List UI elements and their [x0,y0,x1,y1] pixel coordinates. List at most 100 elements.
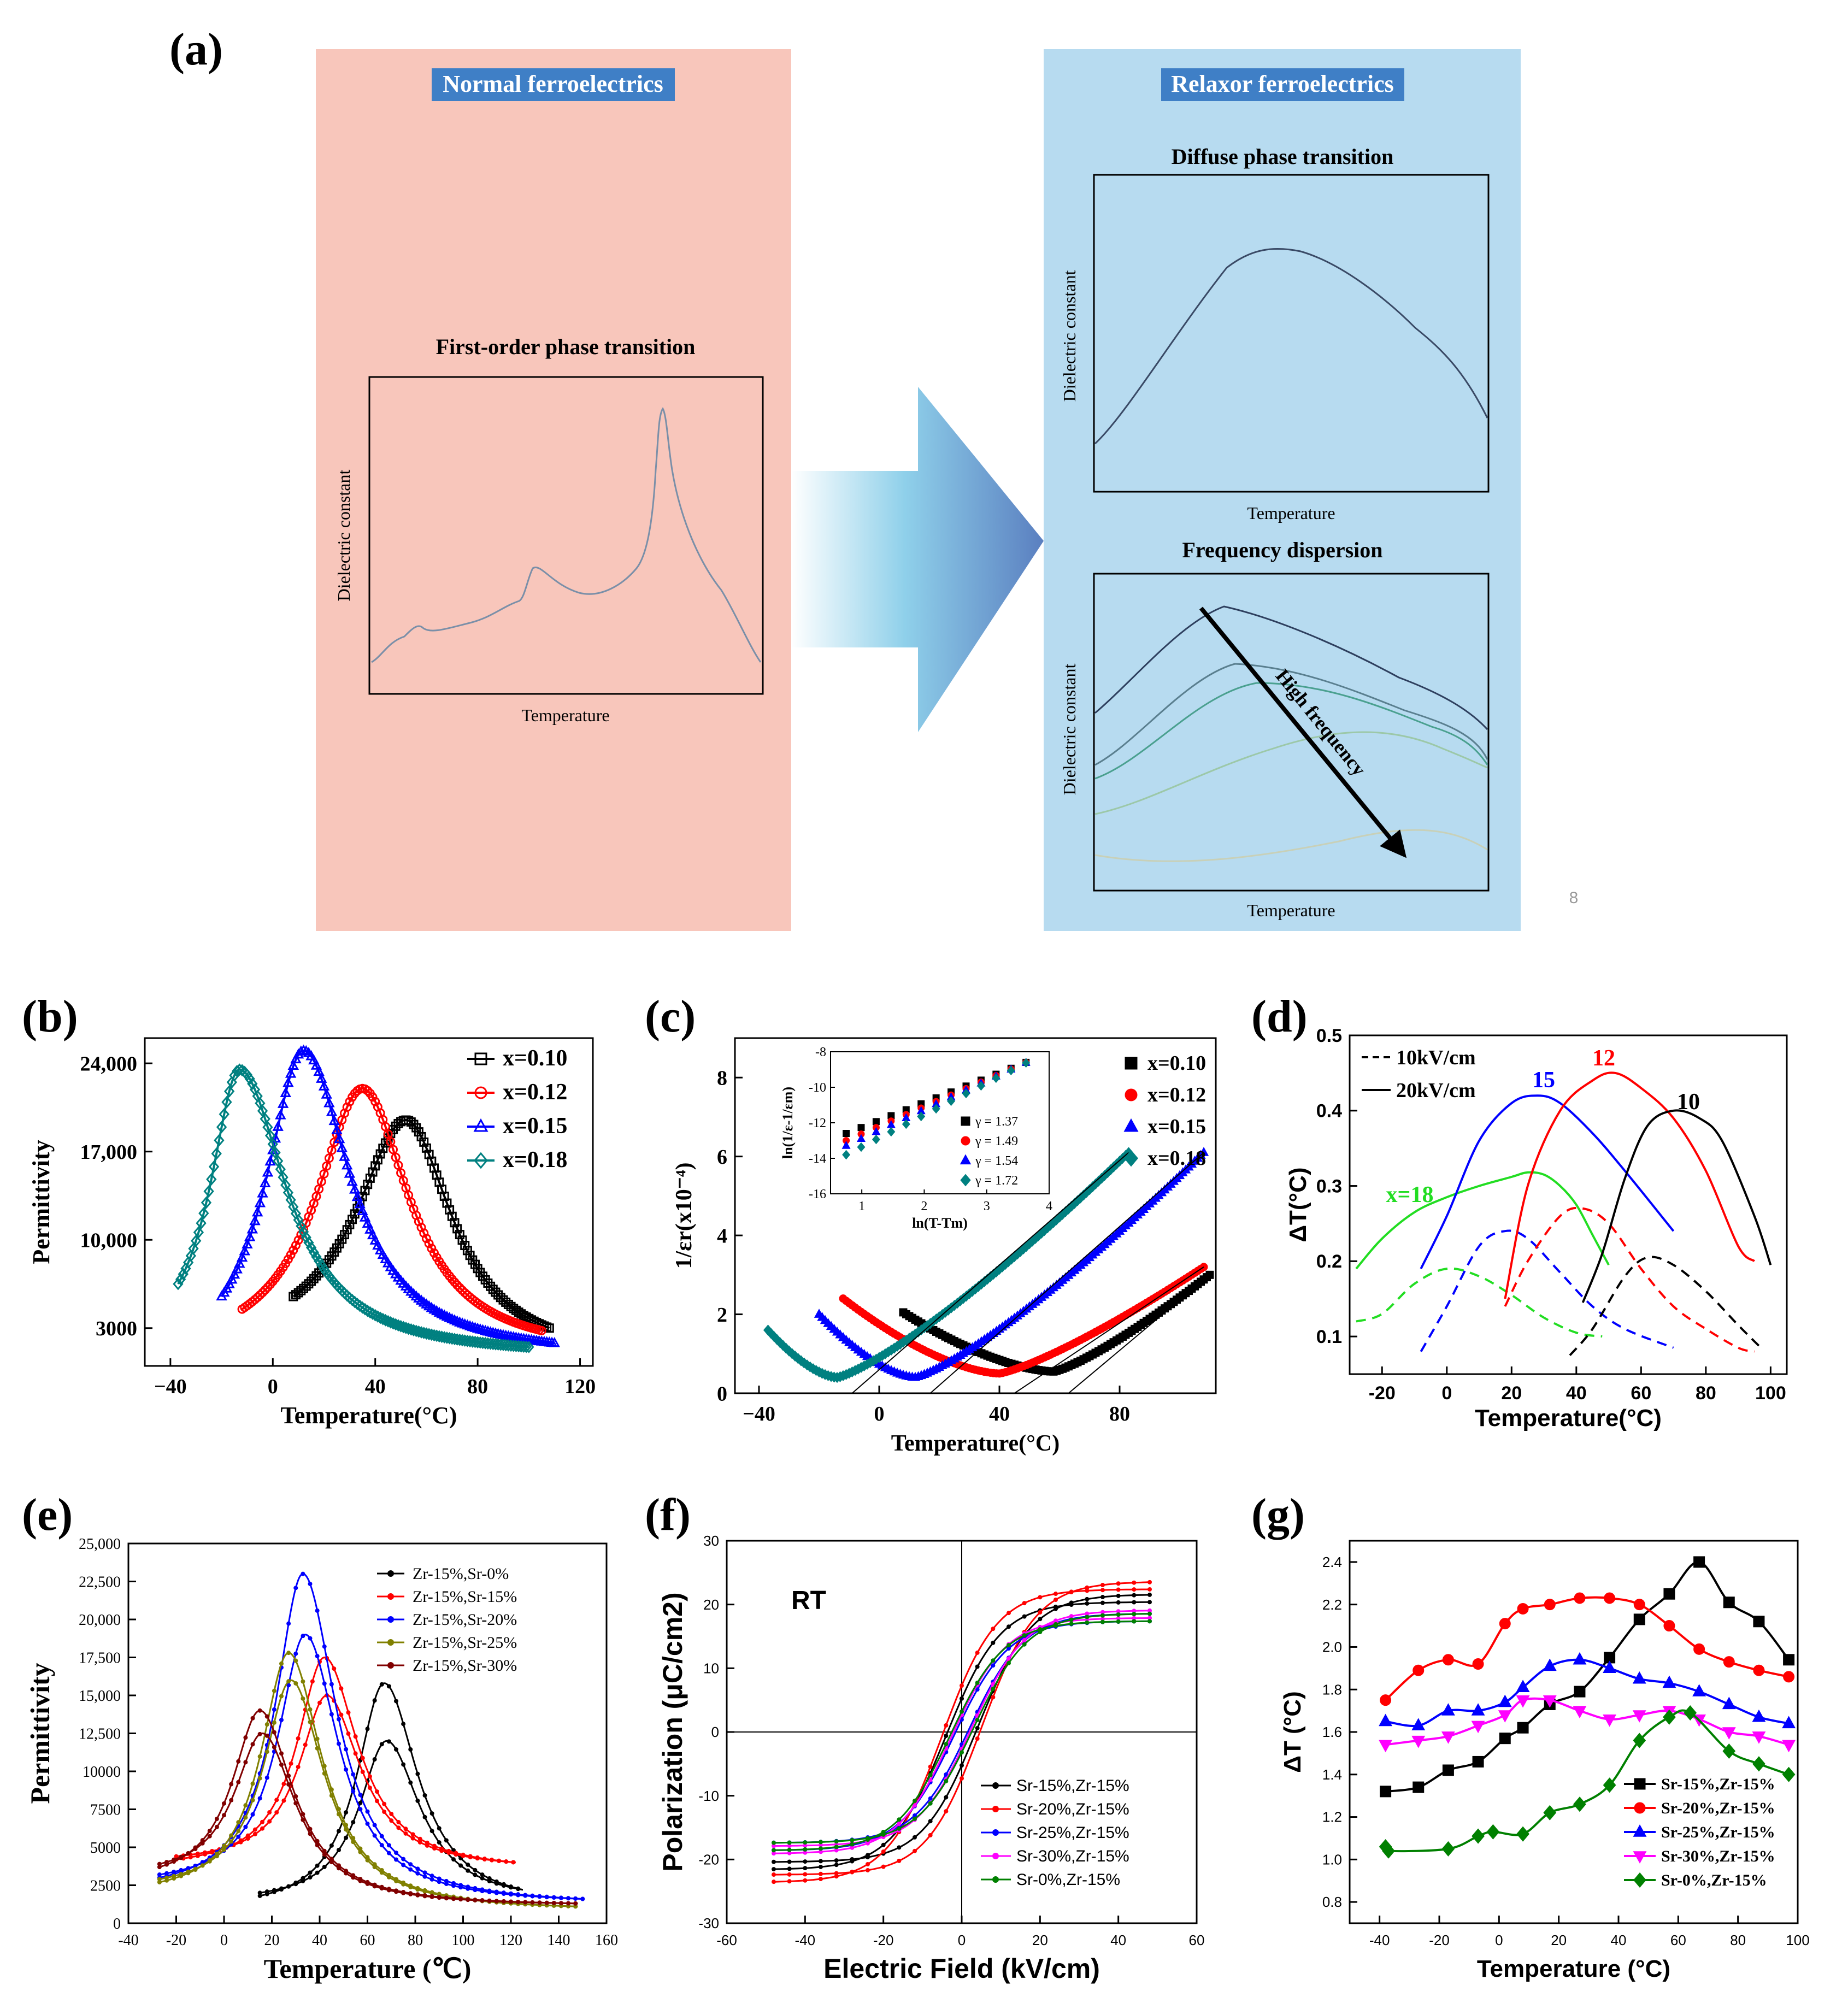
data-point [558,1895,563,1900]
data-point [1411,1735,1426,1748]
data-point [222,1847,226,1852]
legend-label: x=0.10 [503,1046,567,1071]
legend-label: Zr-15%,Sr-20% [413,1611,517,1629]
inset-y-tick-label: -12 [809,1116,826,1130]
data-point [250,1798,255,1802]
data-point [466,1898,470,1902]
data-point [501,1892,506,1896]
data-point [353,1751,358,1756]
data-point [408,1747,413,1752]
data-point [975,1680,980,1685]
data-point [346,1731,351,1736]
data-point [322,1771,327,1776]
series-annotation: 15 [1532,1068,1555,1093]
data-point [324,1153,334,1163]
data-point [416,1132,426,1141]
data-point [239,1245,250,1256]
data-point [193,1863,198,1868]
y-axis-label: ΔT(°C) [1285,1167,1311,1242]
x-tick-label: 100 [1786,1932,1809,1948]
data-point [316,1073,327,1083]
legend-marker [992,1782,999,1789]
series-line-12 10kV/cm [1504,1206,1755,1353]
series-line-10 10kV/cm [1569,1256,1762,1356]
data-point [913,1813,917,1818]
data-point [1723,1596,1735,1609]
data-point [344,1810,349,1815]
data-point [396,1820,401,1825]
data-point [286,1884,291,1889]
data-point [850,1845,855,1850]
data-point [1132,1609,1137,1613]
data-point [315,1736,320,1741]
data-point [1603,1777,1616,1793]
data-point [445,1205,455,1215]
data-point [834,1863,839,1867]
data-point [1604,1592,1616,1604]
data-point [293,1794,298,1799]
data-point [193,1866,198,1871]
data-point [260,1285,270,1295]
data-point [274,1810,279,1815]
legend-marker [387,1662,394,1669]
data-point [454,1852,458,1857]
x-axis-label: Temperature (°C) [1477,1955,1670,1982]
data-point [437,1826,442,1831]
data-point [329,1682,334,1687]
data-point [1116,1581,1121,1586]
dispersion-ylabel: Dielectric constant [1060,664,1079,796]
data-point [403,1831,408,1836]
data-point [406,1117,416,1127]
legend-label: Zr-15%,Sr-15% [413,1588,517,1606]
data-point [482,1857,487,1862]
page-number: 8 [1569,889,1579,907]
data-point [881,1842,886,1847]
data-point [464,1320,476,1330]
data-point [389,1145,398,1154]
data-point [415,1798,420,1803]
data-point [401,1890,406,1895]
x-tick-label: 40 [1566,1383,1587,1404]
data-point [787,1851,792,1855]
data-point [509,1899,513,1904]
data-point [991,1627,996,1631]
data-point [1543,1695,1557,1708]
data-point [249,1215,261,1226]
data-point [1573,1652,1587,1665]
chart-e: -40 -20 0 20 40 60 80 100 120 140 160 0 2500 5000 7500… [25,1536,618,1984]
series-line-Zr-15%,Sr-0% [260,1682,523,1897]
data-point [410,1832,415,1837]
relaxor-ferroelectric-bg [1044,49,1521,931]
data-point [1085,1585,1090,1590]
x-tick-label: −40 [154,1375,187,1398]
data-point [991,1687,996,1692]
data-point [523,1900,528,1905]
data-point [264,1749,269,1754]
panel-label-g: (g) [1251,1489,1305,1540]
y-tick-label: 0 [711,1724,719,1740]
data-point [363,1086,373,1095]
inset-data-point [857,1142,866,1152]
data-point [429,1829,434,1834]
data-point [286,1782,291,1787]
data-point [219,1107,229,1121]
data-point [1633,1599,1645,1611]
data-point [378,1144,388,1153]
y-tick-label: 6 [717,1146,727,1169]
data-point [293,1882,298,1887]
legend-label: x=0.12 [503,1080,567,1105]
data-point [362,1217,373,1228]
data-point [309,1274,319,1283]
data-point [267,1819,272,1824]
data-point [345,1219,355,1229]
data-point [243,1815,248,1820]
data-point [439,1848,444,1853]
data-point [272,1154,284,1168]
data-point [422,1889,427,1894]
data-point [1663,1620,1675,1632]
y-tick-label: 25,000 [79,1536,121,1553]
legend-label: Sr-25%,Zr-15% [1661,1823,1775,1841]
data-point [960,1683,964,1688]
data-point [223,1085,235,1098]
data-point [819,1877,823,1882]
